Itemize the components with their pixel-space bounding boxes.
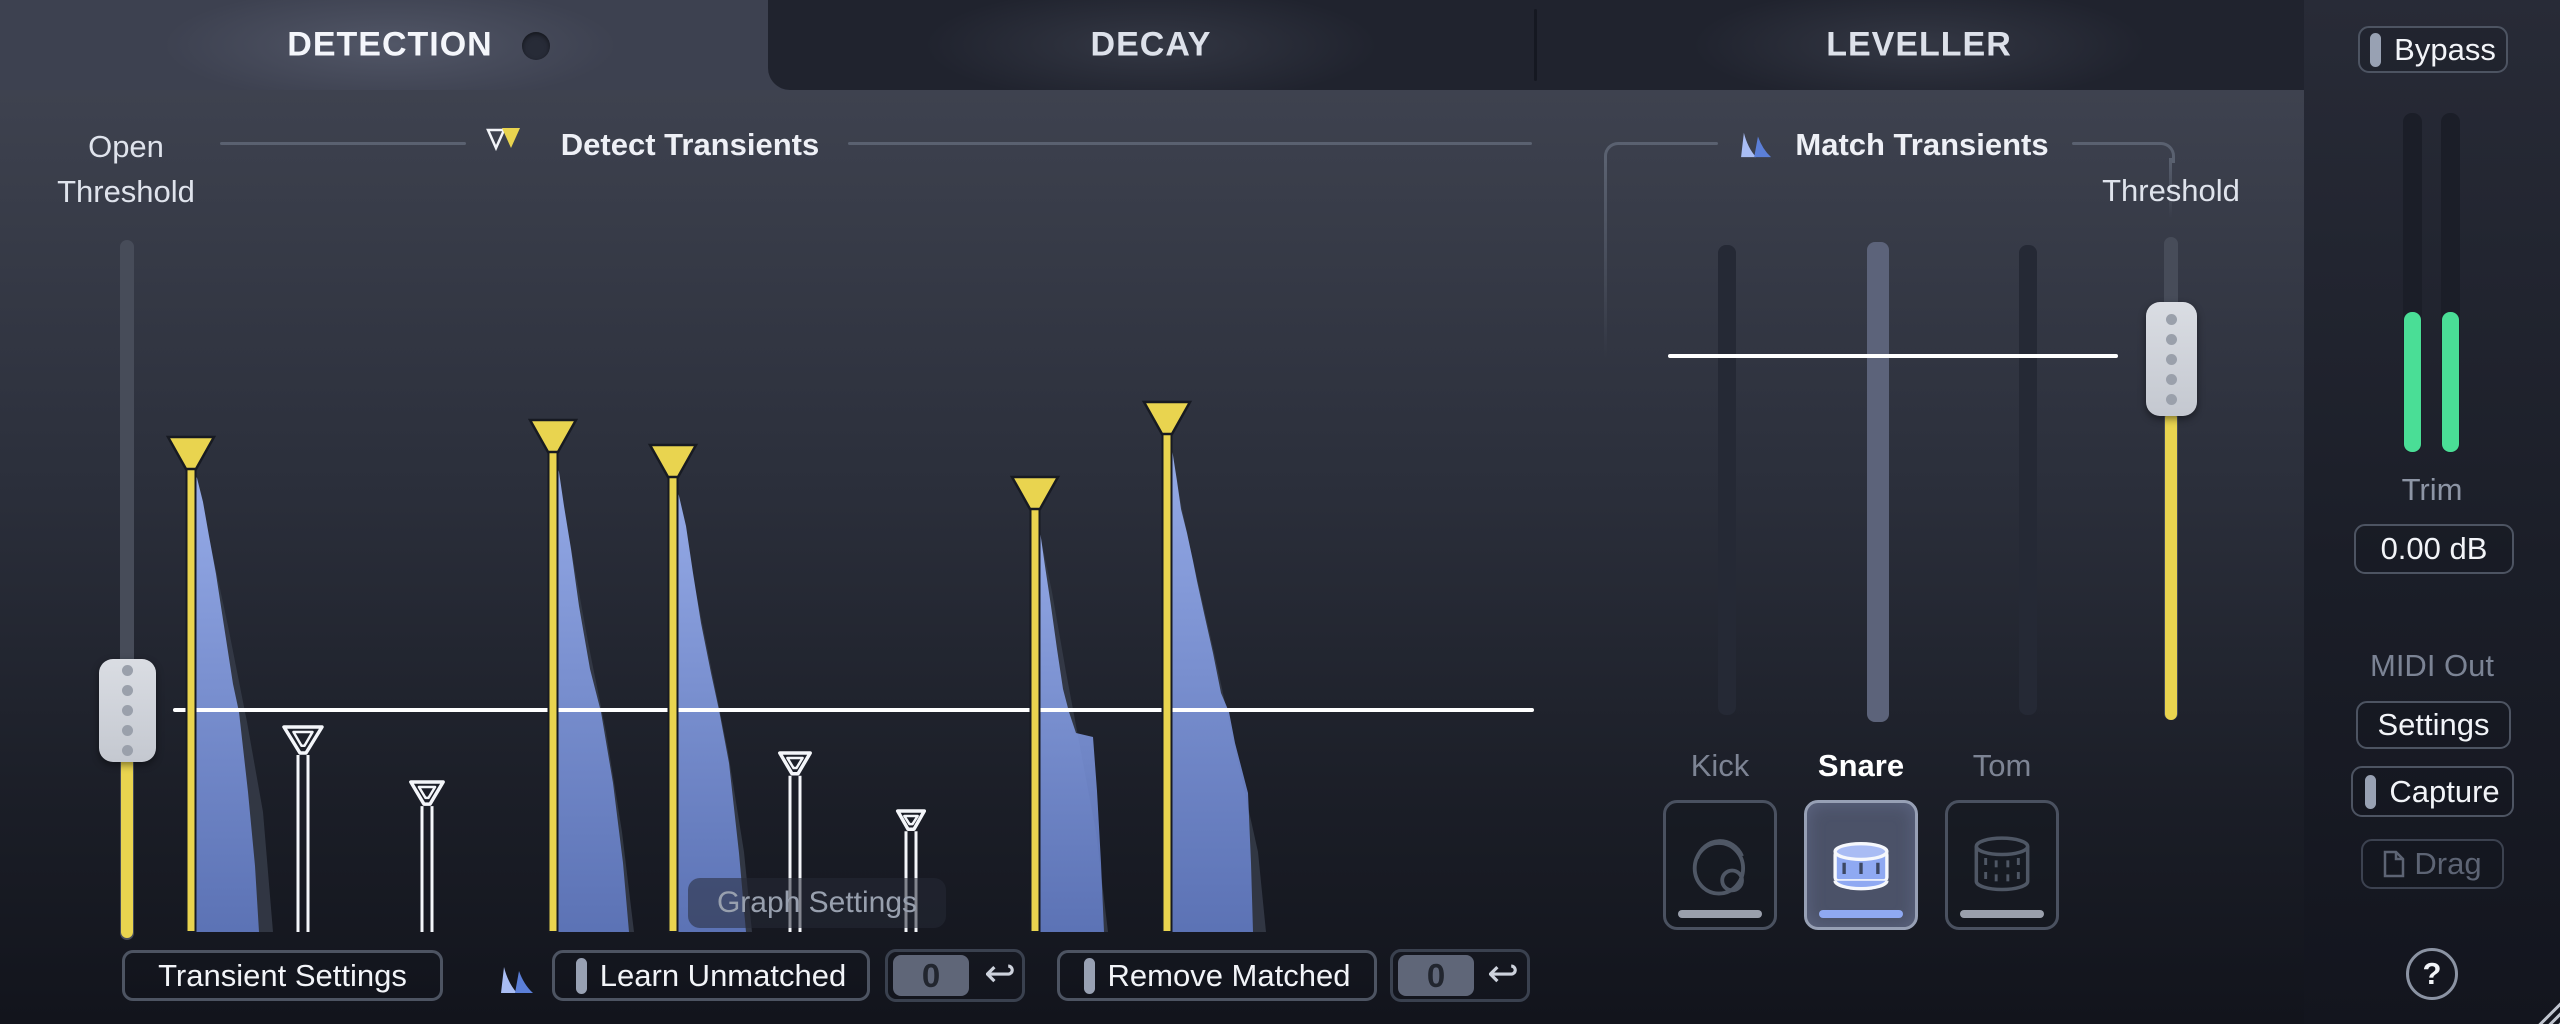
drag-button[interactable]: Drag <box>2361 839 2504 889</box>
transient-settings-label: Transient Settings <box>158 957 407 993</box>
drag-label: Drag <box>2414 846 2482 881</box>
remove-matched-indicator <box>1083 957 1095 994</box>
match-fieldset-border-left <box>1604 158 1607 358</box>
detect-transients-icon <box>486 128 520 152</box>
kick-drum-icon <box>1692 839 1746 896</box>
learn-unmatched-label: Learn Unmatched <box>599 957 847 993</box>
tom-label: Tom <box>1972 748 2032 783</box>
remove-matched-button[interactable]: Remove Matched <box>1057 950 1377 1001</box>
capture-button[interactable]: Capture <box>2351 766 2514 817</box>
tom-drum-icon <box>1974 836 2030 892</box>
graph-settings-button[interactable]: Graph Settings <box>688 878 946 928</box>
midi-out-label: MIDI Out <box>2369 648 2495 683</box>
tab-decay[interactable]: DECAY <box>1090 25 1212 64</box>
remove-count-box: 0 <box>1398 955 1474 996</box>
match-fieldset-corner-right <box>2154 142 2175 163</box>
help-button[interactable]: ? <box>2406 948 2458 1000</box>
match-threshold-slider-handle[interactable] <box>2146 302 2197 416</box>
learn-count-box: 0 <box>893 955 969 996</box>
learn-unmatched-indicator <box>575 957 587 994</box>
kick-pad-bar <box>1678 910 1762 918</box>
resize-grip[interactable] <box>2524 988 2560 1024</box>
transient-icon <box>501 967 533 993</box>
detection-led-indicator <box>522 32 550 60</box>
snare-level-slider[interactable] <box>1867 242 1889 722</box>
match-fieldset-line-right <box>2072 142 2156 145</box>
tab-divider <box>1534 9 1537 81</box>
bypass-button[interactable]: Bypass <box>2358 26 2508 73</box>
learn-unmatched-button[interactable]: Learn Unmatched <box>552 950 870 1001</box>
detect-fieldset-line-right <box>848 142 1532 145</box>
trim-meter-left-fill <box>2404 312 2421 452</box>
open-threshold-slider-handle[interactable] <box>99 659 156 762</box>
kick-pad-button[interactable] <box>1663 800 1777 930</box>
match-transients-title: Match Transients <box>1795 127 2049 162</box>
trim-value: 0.00 dB <box>2380 531 2488 566</box>
trim-label: Trim <box>2401 472 2463 507</box>
kick-level-slider[interactable] <box>1718 245 1736 715</box>
detection-page <box>0 90 2304 1024</box>
match-threshold-slider-fill <box>2165 412 2177 720</box>
snare-drum-icon <box>1833 841 1889 891</box>
trim-value-box[interactable]: 0.00 dB <box>2354 524 2514 574</box>
snare-label: Snare <box>1817 748 1905 783</box>
open-threshold-label-line2: Threshold <box>57 174 195 209</box>
detect-transients-title: Detect Transients <box>560 127 820 162</box>
capture-label: Capture <box>2389 773 2500 809</box>
transient-settings-button[interactable]: Transient Settings <box>122 950 443 1001</box>
remove-counter-group <box>1390 949 1530 1002</box>
match-fieldset-line-left <box>1622 142 1718 145</box>
remove-undo-icon[interactable]: ↩ <box>1487 953 1519 995</box>
learn-undo-icon[interactable]: ↩ <box>984 953 1016 995</box>
match-fieldset-corner-left <box>1604 142 1625 163</box>
tab-glow <box>1689 0 2149 105</box>
capture-indicator <box>2365 774 2377 809</box>
match-threshold-label: Threshold <box>2102 173 2240 208</box>
match-transients-icon <box>1741 132 1772 158</box>
midi-settings-label: Settings <box>2377 707 2490 742</box>
tom-pad-button[interactable] <box>1945 800 2059 930</box>
kick-label: Kick <box>1690 748 1750 783</box>
bypass-indicator <box>2370 32 2382 67</box>
help-label: ? <box>2422 956 2442 991</box>
tom-pad-bar <box>1960 910 2044 918</box>
snare-pad-button[interactable] <box>1804 800 1918 930</box>
match-threshold-line <box>1668 354 2118 358</box>
graph-settings-label: Graph Settings <box>716 886 918 919</box>
remove-matched-label: Remove Matched <box>1107 957 1351 993</box>
right-panel <box>2304 0 2560 1024</box>
tab-glow <box>921 0 1381 105</box>
tom-level-slider[interactable] <box>2019 245 2037 715</box>
open-threshold-label-line1: Open <box>88 129 164 164</box>
trim-meter-right-fill <box>2442 312 2459 452</box>
snare-pad-bar <box>1819 910 1903 918</box>
midi-settings-button[interactable]: Settings <box>2356 701 2511 749</box>
tab-leveller[interactable]: LEVELLER <box>1826 25 2012 64</box>
tab-detection[interactable]: DETECTION <box>287 25 493 64</box>
match-fieldset-border-right <box>2169 158 2172 218</box>
bypass-label: Bypass <box>2394 31 2496 67</box>
learn-counter-group <box>885 949 1025 1002</box>
detect-fieldset-line-left <box>220 142 466 145</box>
file-icon <box>2384 850 2405 878</box>
open-threshold-slider-fill <box>121 756 133 938</box>
